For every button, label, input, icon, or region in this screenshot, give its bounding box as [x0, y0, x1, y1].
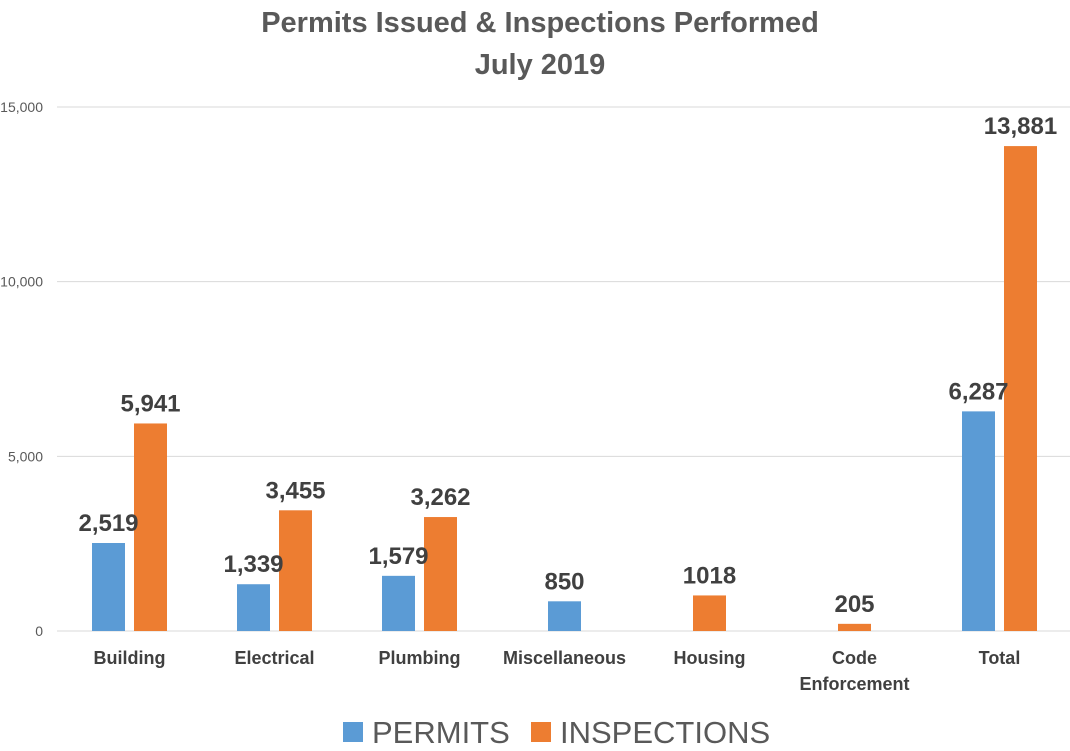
y-tick-label: 15,000 — [0, 99, 43, 115]
bar-permits — [237, 584, 270, 631]
x-tick-label: Electrical — [234, 648, 314, 668]
bar-inspections — [693, 595, 726, 631]
bar-permits — [382, 575, 415, 631]
data-label-permits: 1,339 — [223, 551, 283, 578]
data-label-inspections: 3,455 — [265, 477, 325, 504]
data-label-inspections: 13,881 — [984, 113, 1057, 140]
data-label-inspections: 3,262 — [410, 484, 470, 511]
chart-title-line-1: Permits Issued & Inspections Performed — [261, 7, 819, 39]
y-tick-label: 5,000 — [8, 448, 43, 464]
legend-swatch-permits — [343, 722, 363, 742]
data-label-permits: 850 — [544, 568, 584, 595]
x-tick-label: Plumbing — [379, 648, 461, 668]
data-label-inspections: 1018 — [683, 562, 736, 589]
y-tick-label: 0 — [35, 623, 43, 639]
x-tick-label: Building — [94, 648, 166, 668]
chart-title-line-2: July 2019 — [475, 49, 606, 81]
data-labels: 2,519 5,941 1,339 3,455 1,579 3,262 850 1018 205… — [78, 113, 1057, 618]
legend-label-permits: PERMITS — [372, 715, 510, 750]
x-axis: Building Electrical Plumbing Miscellaneous H… — [94, 648, 1021, 694]
x-tick-label: Enforcement — [799, 674, 909, 694]
gridlines — [57, 106, 1070, 632]
data-label-permits: 1,579 — [368, 543, 428, 570]
legend-swatch-inspections — [531, 722, 551, 742]
bar-inspections — [1004, 146, 1037, 631]
data-label-permits: 2,519 — [78, 510, 138, 537]
data-label-inspections: 5,941 — [120, 390, 180, 417]
bar-permits — [548, 601, 581, 631]
bar-permits — [92, 543, 125, 631]
bar-inspections — [838, 623, 871, 631]
data-label-permits: 6,287 — [948, 378, 1008, 405]
legend: PERMITS INSPECTIONS — [343, 715, 770, 750]
bar-permits — [962, 411, 995, 631]
x-tick-label: Total — [979, 648, 1021, 668]
bars — [92, 146, 1037, 631]
bar-inspections — [279, 510, 312, 631]
bar-inspections — [424, 517, 457, 631]
bar-inspections — [134, 423, 167, 631]
y-tick-label: 10,000 — [0, 274, 43, 290]
x-tick-label: Miscellaneous — [503, 648, 626, 668]
data-label-inspections: 205 — [834, 591, 874, 618]
y-axis: 0 5,000 10,000 15,000 — [0, 99, 43, 639]
x-tick-label: Housing — [674, 648, 746, 668]
chart-title: Permits Issued & Inspections Performed Ju… — [261, 7, 819, 81]
x-tick-label: Code — [832, 648, 877, 668]
legend-label-inspections: INSPECTIONS — [560, 715, 770, 750]
